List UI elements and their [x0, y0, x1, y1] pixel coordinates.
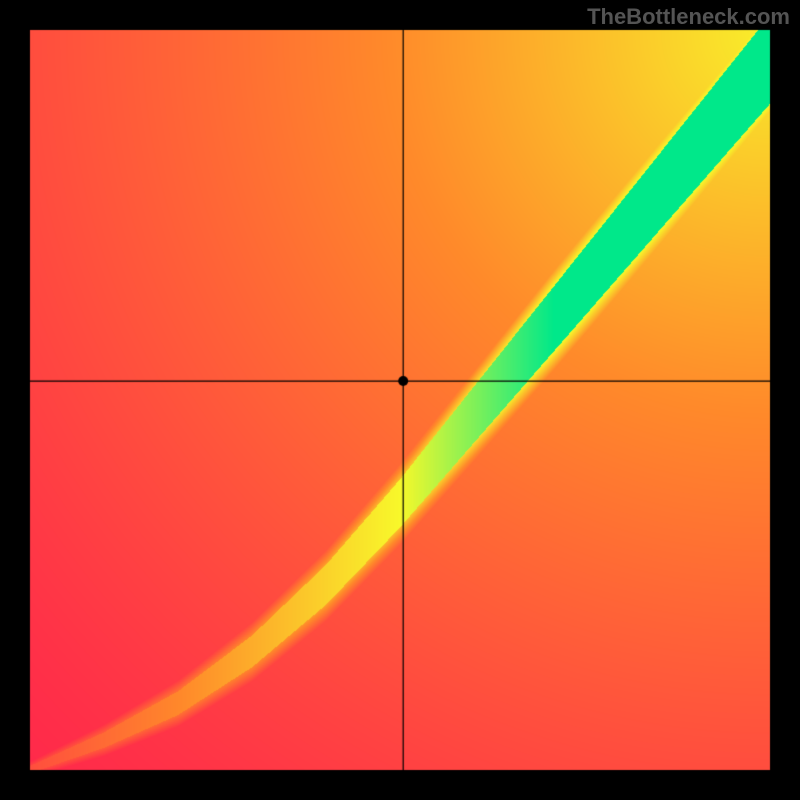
watermark-text: TheBottleneck.com — [587, 4, 790, 30]
chart-container: TheBottleneck.com — [0, 0, 800, 800]
bottleneck-heatmap — [0, 0, 800, 800]
